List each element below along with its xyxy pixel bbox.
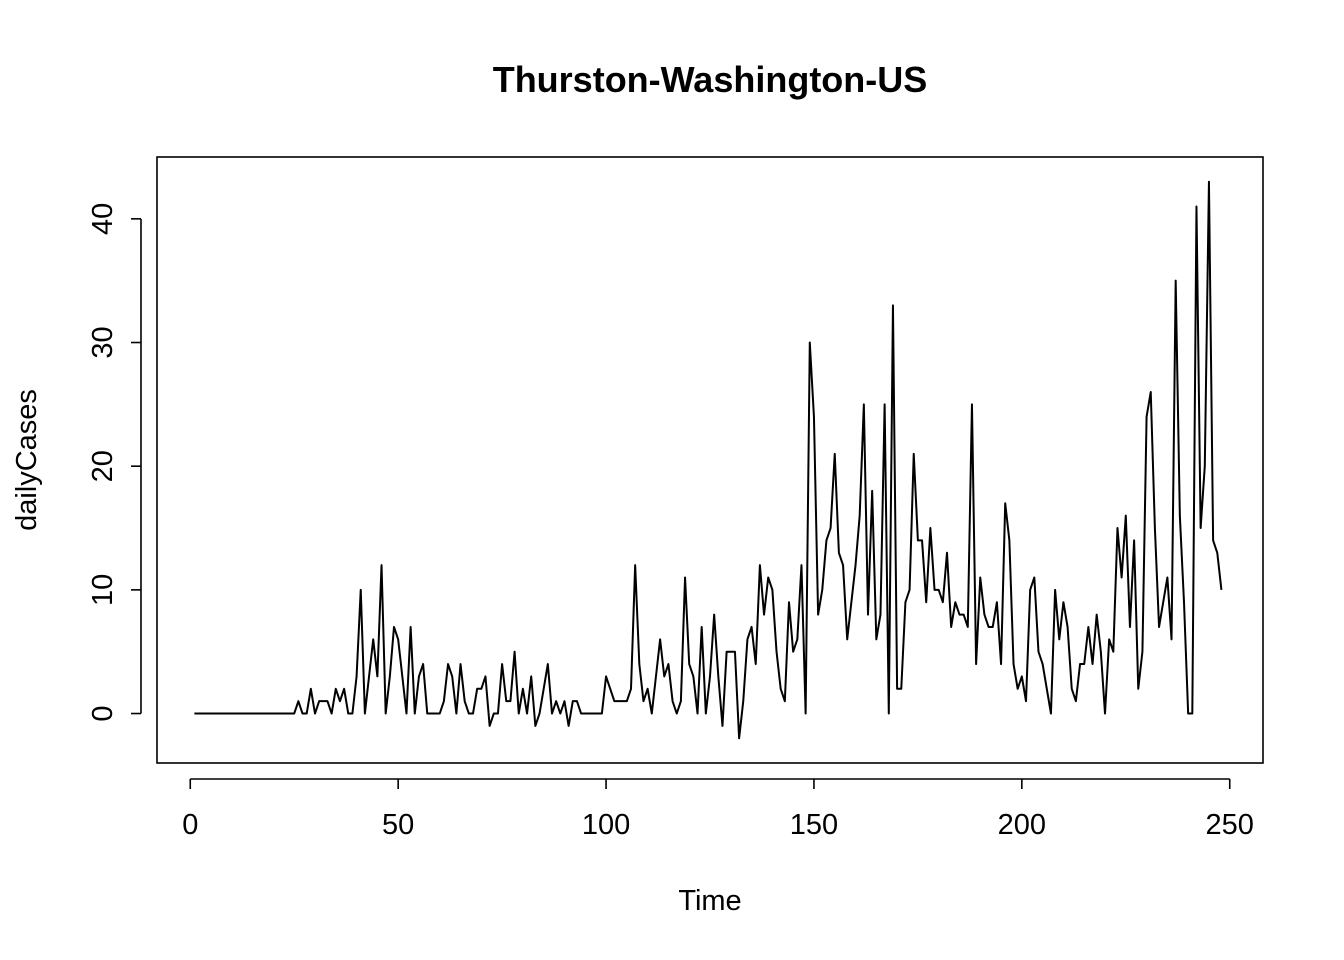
y-axis: 0 10 20 30 40 (87, 203, 142, 722)
y-axis-label: dailyCases (11, 389, 43, 531)
x-axis-label: Time (678, 885, 741, 917)
x-tick-label: 250 (1206, 809, 1254, 841)
x-tick-label: 150 (790, 809, 838, 841)
x-tick-label: 50 (382, 809, 414, 841)
x-tick-label: 200 (998, 809, 1046, 841)
y-tick-label: 40 (87, 203, 119, 235)
chart-title: Thurston-Washington-US (493, 59, 928, 100)
x-tick-label: 0 (182, 809, 198, 841)
y-tick-label: 30 (87, 326, 119, 358)
y-tick-label: 0 (87, 705, 119, 721)
y-tick-label: 20 (87, 450, 119, 482)
series-line (194, 180, 1223, 740)
x-axis: 0 50 100 150 200 250 (182, 778, 1254, 841)
plot-frame (156, 156, 1264, 764)
x-tick-label: 100 (582, 809, 630, 841)
y-tick-label: 10 (87, 574, 119, 606)
